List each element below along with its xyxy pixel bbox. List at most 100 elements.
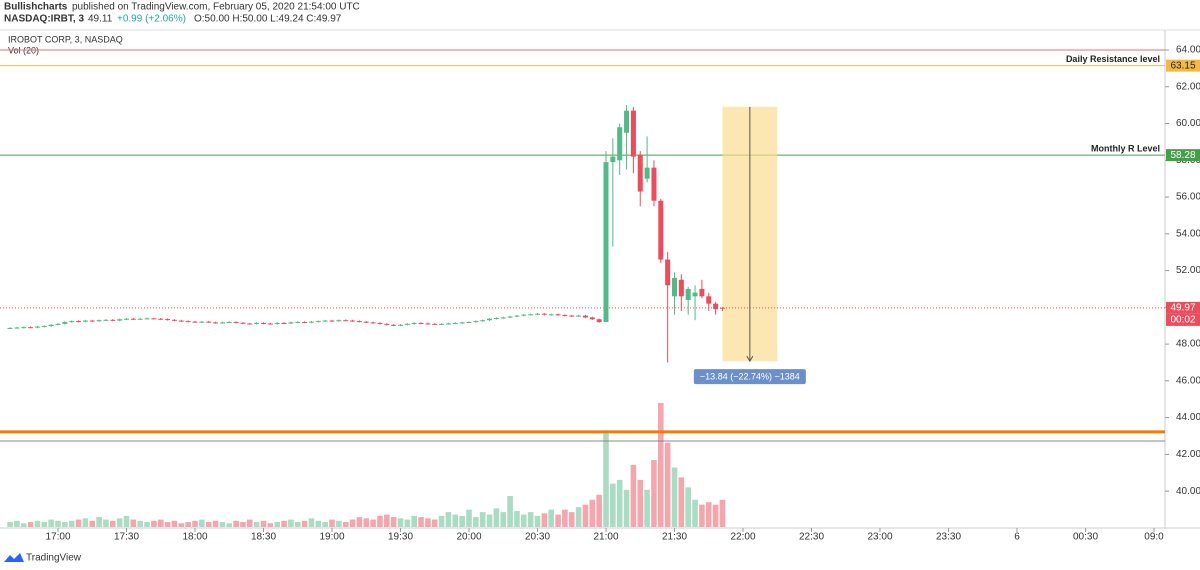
volume-bar [568, 512, 575, 527]
volume-bar [514, 510, 520, 527]
candle-body [124, 318, 129, 320]
volume-bar [103, 519, 109, 527]
published: published on TradingView.com, February 0… [72, 2, 360, 13]
level-label: Daily Resistance level [1066, 54, 1160, 64]
candle-body [418, 322, 424, 324]
plot-area: Daily Resistance level Monthly R Level −13… [0, 49, 1165, 527]
volume-bar [630, 465, 637, 527]
x-tick-label: 17:30 [114, 532, 139, 543]
chart-title: IROBOT CORP, 3, NASDAQ [8, 34, 123, 44]
volume-bar [644, 489, 650, 527]
candle-body [336, 320, 342, 322]
volume-bar [137, 520, 143, 527]
candle-body [158, 318, 164, 320]
x-tick-label: 17:00 [45, 532, 70, 543]
candle-body [425, 323, 431, 325]
volume-bar [363, 518, 370, 527]
volume-bar [384, 514, 390, 527]
candle-body [171, 319, 177, 321]
candle-body [356, 321, 362, 323]
x-tick-label: 22:30 [799, 532, 824, 543]
volume-bar [575, 507, 582, 527]
candle-body [719, 307, 725, 309]
x-tick-label: 19:30 [388, 532, 413, 543]
candle-body [117, 319, 123, 321]
volume-bar [562, 509, 568, 527]
volume-bar [610, 483, 616, 527]
level-price-label: 63.15 [1170, 60, 1195, 71]
volume-bar [82, 518, 89, 527]
candle-body [665, 259, 671, 286]
volume-bar [548, 509, 554, 527]
volume-bar [308, 518, 315, 527]
volume-bar [144, 522, 150, 527]
candle-body [295, 322, 301, 324]
candle-body [62, 322, 68, 324]
candle-body [672, 277, 677, 297]
volume-bar [178, 523, 185, 527]
volume-bar [712, 504, 719, 527]
measure-label-box [693, 369, 806, 385]
candle-body [528, 314, 534, 316]
candle-body [165, 319, 171, 321]
volume-bar [27, 522, 34, 527]
volume-bar [48, 519, 54, 527]
volume-bar [699, 504, 705, 527]
candle-body [247, 323, 253, 325]
candle-body [713, 303, 719, 310]
volume-bar [500, 512, 507, 527]
candle-body [678, 279, 684, 297]
volume-bar [62, 522, 68, 527]
candle-body [541, 313, 547, 315]
y-tick-label: 64.00 [1176, 45, 1200, 56]
candle-body [110, 319, 116, 321]
volume-bar [247, 519, 253, 527]
volume-bar [226, 523, 233, 527]
candle-body [96, 320, 102, 322]
candle-body [391, 324, 397, 326]
candle-body [199, 321, 205, 323]
volume-bar [603, 430, 609, 527]
volume-bar [473, 517, 479, 527]
y-tick-label: 62.00 [1176, 81, 1200, 92]
level-price-box [1166, 149, 1200, 162]
volume-bar [329, 519, 335, 527]
y-tick-label: 54.00 [1176, 228, 1200, 239]
volume-bar [7, 522, 13, 527]
volume-bar [466, 509, 472, 527]
volume-bar [390, 517, 397, 527]
candle-body [281, 322, 287, 324]
candle-body [308, 321, 314, 323]
y-tick-label: 40.00 [1176, 486, 1200, 497]
volume-bar [281, 520, 287, 527]
volume-bar [205, 522, 212, 527]
volume-bar [315, 520, 322, 527]
volume-bar [96, 517, 102, 527]
candle-body [658, 200, 664, 260]
volume-bar [267, 523, 274, 527]
volume-bar [377, 515, 383, 527]
volume-bar [527, 512, 534, 527]
candle-body [480, 320, 486, 322]
candle-body [507, 316, 513, 318]
volume-bar [253, 522, 260, 527]
candle-body [103, 319, 109, 321]
volume-bar [705, 502, 712, 527]
volume-bar [322, 522, 328, 527]
measure-label: −13.84 (−22.74%) −1384 [700, 372, 800, 382]
volume-bar [110, 520, 116, 527]
candle-body [261, 322, 266, 324]
candle-body [548, 314, 554, 316]
volume-bar [582, 504, 589, 527]
volume-bar [199, 519, 205, 527]
candle-body [699, 288, 705, 297]
volume-bar [658, 403, 664, 527]
candle-body [34, 326, 40, 328]
volume-bar [589, 499, 596, 527]
candle-body [55, 323, 61, 325]
candle-body [370, 322, 376, 324]
y-tick-label: 42.00 [1176, 449, 1200, 460]
candle-body [7, 327, 13, 329]
volume-bar [260, 520, 267, 527]
